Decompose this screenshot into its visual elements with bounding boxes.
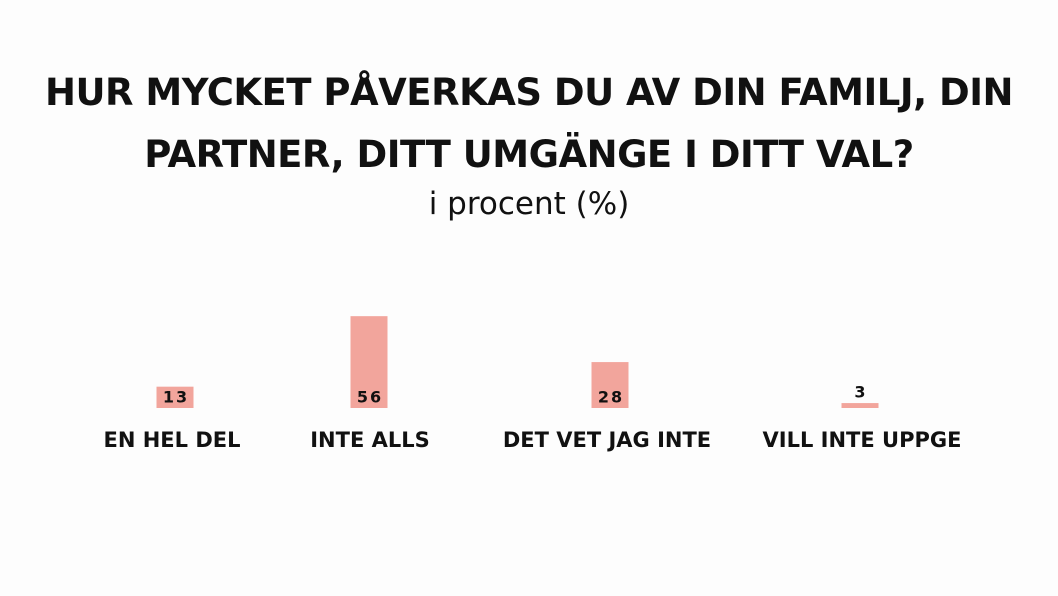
chart-title: HUR MYCKET PÅVERKAS DU AV DIN FAMILJ, DI…: [45, 71, 1013, 176]
value-label: 3: [854, 383, 867, 402]
category-label: VILL INTE UPPGE: [763, 428, 962, 452]
category-label: INTE ALLS: [310, 428, 430, 452]
bar: [841, 403, 879, 408]
value-label: 28: [598, 388, 624, 407]
category-label: DET VET JAG INTE: [503, 428, 711, 452]
chart-subtitle: i procent (%): [428, 186, 630, 222]
category-label: EN HEL DEL: [103, 428, 240, 452]
value-label: 13: [163, 388, 189, 407]
bar: [156, 386, 194, 408]
bar: [591, 362, 629, 408]
bar: [350, 316, 388, 408]
value-label: 56: [357, 388, 383, 407]
